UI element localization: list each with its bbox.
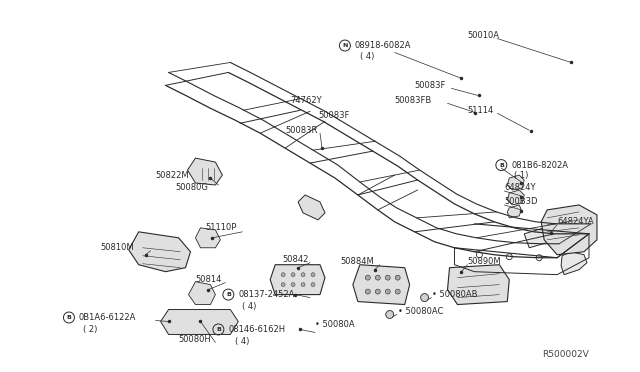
- Text: 50810M: 50810M: [101, 243, 134, 252]
- Text: 08918-6082A: 08918-6082A: [355, 41, 412, 50]
- Text: ( 2): ( 2): [83, 325, 97, 334]
- Text: ( 4): ( 4): [243, 302, 257, 311]
- Polygon shape: [195, 228, 220, 248]
- Text: N: N: [342, 43, 348, 48]
- Text: • 50080AB: • 50080AB: [431, 290, 477, 299]
- Circle shape: [396, 289, 400, 294]
- Circle shape: [365, 275, 371, 280]
- Text: 50080H: 50080H: [179, 335, 211, 344]
- Circle shape: [365, 289, 371, 294]
- Text: 0B1A6-6122A: 0B1A6-6122A: [79, 313, 136, 322]
- Polygon shape: [298, 195, 325, 220]
- Polygon shape: [541, 205, 597, 255]
- Text: 50083F: 50083F: [318, 111, 349, 120]
- Text: 64824YA: 64824YA: [557, 217, 594, 227]
- Text: ( 1): ( 1): [515, 170, 529, 180]
- Text: 50842: 50842: [282, 255, 308, 264]
- Text: 500B3D: 500B3D: [504, 198, 538, 206]
- Circle shape: [385, 289, 390, 294]
- Text: ( 4): ( 4): [236, 337, 250, 346]
- Polygon shape: [189, 282, 216, 305]
- Text: 50884M: 50884M: [340, 257, 374, 266]
- Circle shape: [385, 275, 390, 280]
- Polygon shape: [447, 265, 509, 305]
- Text: 51114: 51114: [467, 106, 493, 115]
- Polygon shape: [508, 190, 524, 205]
- Text: 50080G: 50080G: [175, 183, 209, 192]
- Text: B: B: [499, 163, 504, 167]
- Circle shape: [291, 273, 295, 277]
- Text: 50083R: 50083R: [285, 126, 317, 135]
- Polygon shape: [524, 224, 577, 248]
- Text: 08146-6162H: 08146-6162H: [228, 325, 285, 334]
- Text: 74762Y: 74762Y: [290, 96, 322, 105]
- Circle shape: [301, 273, 305, 277]
- Circle shape: [281, 283, 285, 286]
- Polygon shape: [353, 265, 410, 305]
- Text: 08137-2452A: 08137-2452A: [238, 290, 294, 299]
- Polygon shape: [561, 252, 587, 275]
- Circle shape: [311, 273, 315, 277]
- Polygon shape: [508, 175, 524, 190]
- Text: 51110P: 51110P: [205, 223, 237, 232]
- Circle shape: [301, 283, 305, 286]
- Polygon shape: [270, 265, 325, 295]
- Text: • 50080A: • 50080A: [315, 320, 355, 329]
- Text: 081B6-8202A: 081B6-8202A: [511, 161, 568, 170]
- Circle shape: [396, 275, 400, 280]
- Circle shape: [375, 289, 380, 294]
- Polygon shape: [129, 232, 191, 272]
- Text: 50083F: 50083F: [415, 81, 446, 90]
- Circle shape: [291, 283, 295, 286]
- Text: 50083FB: 50083FB: [395, 96, 432, 105]
- Circle shape: [386, 311, 394, 318]
- Text: ( 4): ( 4): [360, 52, 374, 61]
- Text: R500002V: R500002V: [542, 350, 589, 359]
- Circle shape: [375, 275, 380, 280]
- Text: 50822M: 50822M: [156, 170, 189, 180]
- Polygon shape: [508, 205, 521, 218]
- Text: 50890M: 50890M: [467, 257, 501, 266]
- Circle shape: [311, 283, 315, 286]
- Circle shape: [281, 273, 285, 277]
- Text: 50010A: 50010A: [467, 31, 499, 40]
- Text: B: B: [226, 292, 231, 297]
- Polygon shape: [161, 310, 238, 334]
- Text: • 50080AC: • 50080AC: [397, 307, 443, 316]
- Text: 50814: 50814: [195, 275, 222, 284]
- Text: 64824Y: 64824Y: [504, 183, 536, 192]
- Polygon shape: [188, 158, 222, 185]
- Circle shape: [420, 294, 429, 302]
- Text: B: B: [216, 327, 221, 332]
- Text: B: B: [67, 315, 72, 320]
